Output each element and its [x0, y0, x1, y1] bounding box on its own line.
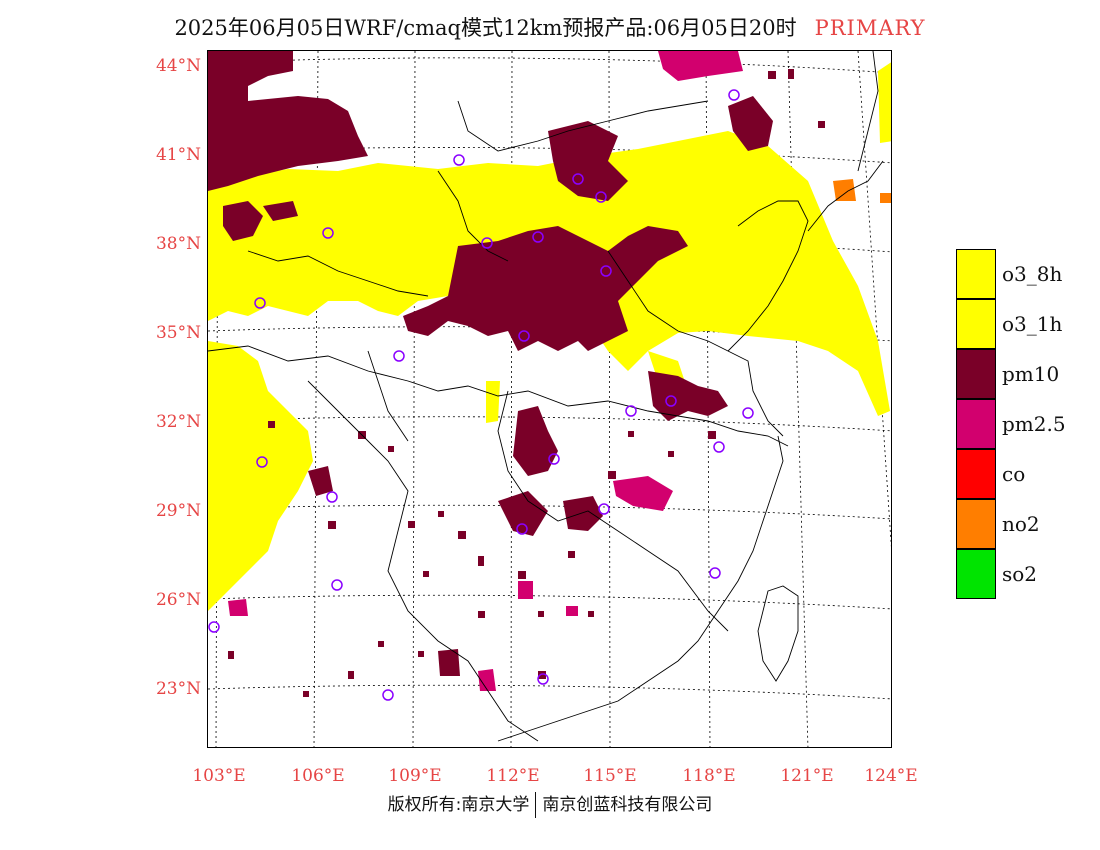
legend-label-o3-8h: o3_8h: [1002, 262, 1063, 286]
lat-label-29: 29°N: [155, 501, 201, 521]
copyright-owner: 版权所有:南京大学: [387, 795, 530, 815]
legend-swatch-pm25: [956, 399, 996, 449]
lat-label-26: 26°N: [155, 590, 201, 610]
title-main: 2025年06月05日WRF/cmaq模式12km预报产品:06月05日20时: [174, 16, 797, 40]
legend-swatch-so2: [956, 549, 996, 599]
map-title: 2025年06月05日WRF/cmaq模式12km预报产品:06月05日20时 P…: [0, 12, 1100, 42]
lon-label-112: 112°E: [486, 766, 540, 786]
pm10-layer: [208, 51, 773, 676]
legend-label-o3-1h: o3_1h: [1002, 312, 1063, 336]
no2-layer: [833, 179, 891, 203]
lat-label-23: 23°N: [155, 679, 201, 699]
legend-label-pm25: pm2.5: [1002, 412, 1066, 436]
lon-label-103: 103°E: [192, 766, 246, 786]
station-markers: [208, 89, 754, 701]
copyright-footer: 版权所有:南京大学 南京创蓝科技有限公司: [0, 790, 1100, 818]
lat-label-41: 41°N: [155, 145, 201, 165]
lon-label-118: 118°E: [682, 766, 736, 786]
legend-label-no2: no2: [1002, 512, 1040, 536]
lon-label-115: 115°E: [583, 766, 637, 786]
lon-label-121: 121°E: [780, 766, 834, 786]
lon-label-106: 106°E: [291, 766, 345, 786]
copyright-company: 南京创蓝科技有限公司: [542, 795, 713, 815]
lon-label-109: 109°E: [388, 766, 442, 786]
lat-label-38: 38°N: [155, 234, 201, 254]
legend-label-so2: so2: [1002, 562, 1038, 586]
map-panel[interactable]: [207, 50, 892, 748]
lat-label-35: 35°N: [155, 323, 201, 343]
legend-swatch-co: [956, 449, 996, 499]
title-tag: PRIMARY: [814, 16, 926, 40]
lon-label-124: 124°E: [864, 766, 918, 786]
pollutant-map: [208, 51, 891, 747]
legend-label-pm10: pm10: [1002, 362, 1060, 386]
legend-swatch-o3-8h: [956, 249, 996, 299]
boundaries: [208, 51, 884, 742]
pm25-layer: [228, 51, 743, 691]
legend-label-co: co: [1002, 462, 1026, 486]
legend-swatch-no2: [956, 499, 996, 549]
lat-label-44: 44°N: [155, 56, 201, 76]
legend-swatch-o3-1h: [956, 299, 996, 349]
legend-swatch-pm10: [956, 349, 996, 399]
lat-label-32: 32°N: [155, 412, 201, 432]
footer-divider: [535, 792, 537, 818]
